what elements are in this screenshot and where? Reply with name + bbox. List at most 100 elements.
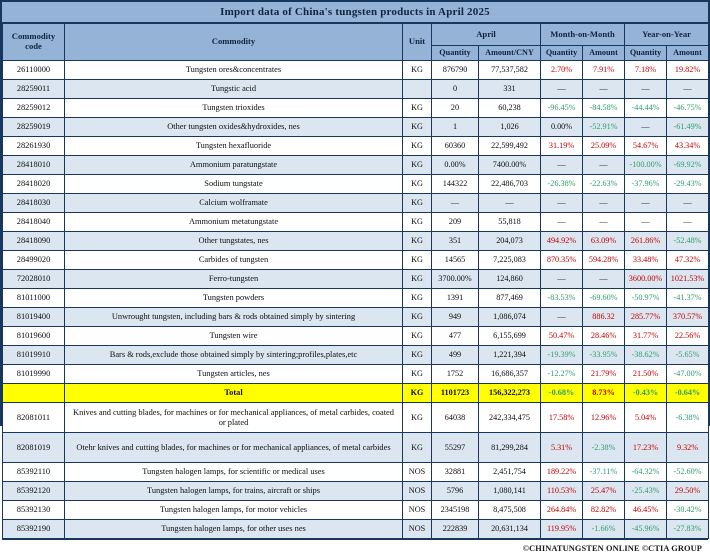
cell-commodity: Knives and cutting blades, for machines … <box>64 402 403 433</box>
cell-april-quantity: — <box>431 193 479 213</box>
table-row: 81019990 Tungsten articles, nes KG 1752 16,6… <box>2 364 710 384</box>
cell-commodity-code: 81011000 <box>2 288 65 308</box>
table-row: 28418010 Ammonium paratungstate KG 0.00% 740… <box>2 155 710 175</box>
cell-commodity-code: 28418090 <box>2 231 65 251</box>
cell-mom-quantity: 189.22% <box>540 462 584 482</box>
cell-unit: KG <box>402 269 432 289</box>
table-row: 85392130 Tungsten halogen lamps, for moto… <box>2 500 710 520</box>
cell-april-quantity: 14565 <box>431 250 479 270</box>
cell-mom-quantity: — <box>540 155 584 175</box>
cell-mom-quantity: 5.31% <box>540 432 584 463</box>
copyright-notice: ©CHINATUNGSTEN ONLINE ©CTIA GROUP <box>522 544 702 553</box>
cell-yoy-quantity: -64.32% <box>624 462 668 482</box>
cell-mom-amount: -1.66% <box>582 519 626 539</box>
col-mom-quantity: Quantity <box>540 45 584 61</box>
cell-commodity-code: 81019990 <box>2 364 65 384</box>
cell-mom-quantity: 264.84% <box>540 500 584 520</box>
cell-yoy-amount: -30.42% <box>666 500 710 520</box>
cell-commodity-code: 28259011 <box>2 79 65 99</box>
cell-commodity-code: 82081019 <box>2 432 65 463</box>
cell-commodity: Tungsten halogen lamps, for other uses n… <box>64 519 403 539</box>
cell-april-quantity: 209 <box>431 212 479 232</box>
cell-mom-quantity: -12.27% <box>540 364 584 384</box>
table-row: 81019910 Bars & rods,exclude those obtain… <box>2 345 710 365</box>
cell-mom-amount: -37.11% <box>582 462 626 482</box>
cell-yoy-quantity: -38.62% <box>624 345 668 365</box>
table-row: 28259012 Tungsten trioxides KG 20 60,238 -96.… <box>2 98 710 118</box>
cell-commodity: Tungsten powders <box>64 288 403 308</box>
cell-april-amount: 81,299,284 <box>477 432 542 463</box>
cell-commodity-code: 81019600 <box>2 326 65 346</box>
cell-unit: KG <box>402 117 432 137</box>
cell-commodity: Otehr knives and cutting blades, for mac… <box>64 432 403 463</box>
cell-april-quantity: 949 <box>431 307 479 327</box>
cell-april-quantity: 1101723 <box>431 383 479 403</box>
cell-commodity-code: 81019400 <box>2 307 65 327</box>
cell-april-quantity: 351 <box>431 231 479 251</box>
cell-commodity: Bars & rods,exclude those obtained simpl… <box>64 345 403 365</box>
table-row: 28259011 Tungstic acid 0 331— — — — <box>2 79 710 99</box>
cell-commodity: Other tungsten oxides&hydroxides, nes <box>64 117 403 137</box>
cell-mom-quantity: 31.19% <box>540 136 584 156</box>
cell-yoy-amount: 43.34% <box>666 136 710 156</box>
cell-yoy-quantity: -37.96% <box>624 174 668 194</box>
cell-yoy-quantity: 3600.00% <box>624 269 668 289</box>
cell-yoy-amount: -47.00% <box>666 364 710 384</box>
cell-mom-amount: — <box>582 212 626 232</box>
import-data-table: Commodity code Commodity Unit April Mont… <box>2 23 710 539</box>
cell-mom-amount: — <box>582 193 626 213</box>
cell-unit: KG <box>402 383 432 403</box>
cell-mom-amount: 28.46% <box>582 326 626 346</box>
cell-yoy-amount: -0.64% <box>666 383 710 403</box>
col-yoy-quantity: Quantity <box>624 45 668 61</box>
cell-april-amount: 242,334,475 <box>477 402 542 433</box>
cell-april-quantity: 876790 <box>431 60 479 80</box>
col-april-quantity: Quantity <box>431 45 479 61</box>
cell-mom-amount: — <box>582 269 626 289</box>
col-commodity: Commodity <box>64 23 403 61</box>
table-row: 28418020 Sodium tungstate KG 144322 22,486,7… <box>2 174 710 194</box>
cell-mom-amount: 594.28% <box>582 250 626 270</box>
cell-commodity: Tungsten hexafluoride <box>64 136 403 156</box>
cell-yoy-quantity: — <box>624 117 668 137</box>
cell-april-amount: 204,073 <box>477 231 542 251</box>
cell-yoy-amount: 47.32% <box>666 250 710 270</box>
cell-april-amount: 22,599,492 <box>477 136 542 156</box>
col-april-amount: Amount/CNY <box>477 45 542 61</box>
cell-yoy-quantity: -25.43% <box>624 481 668 501</box>
cell-commodity-code: 72028010 <box>2 269 65 289</box>
cell-yoy-quantity: 33.48% <box>624 250 668 270</box>
cell-mom-amount: 21.79% <box>582 364 626 384</box>
cell-unit: KG <box>402 402 432 433</box>
cell-unit: KG <box>402 60 432 80</box>
cell-yoy-amount: — <box>666 212 710 232</box>
cell-yoy-amount: -6.38% <box>666 402 710 433</box>
cell-unit: KG <box>402 174 432 194</box>
cell-commodity: Ammonium paratungstate <box>64 155 403 175</box>
cell-commodity: Tungsten trioxides <box>64 98 403 118</box>
cell-unit: KG <box>402 193 432 213</box>
cell-mom-quantity: 870.35% <box>540 250 584 270</box>
cell-yoy-amount: -52.48% <box>666 231 710 251</box>
cell-yoy-quantity: 46.45% <box>624 500 668 520</box>
col-yoy-amount: Amount <box>666 45 710 61</box>
cell-commodity-code: 85392120 <box>2 481 65 501</box>
cell-april-amount: 7,225,083 <box>477 250 542 270</box>
cell-unit: KG <box>402 307 432 327</box>
cell-unit: NOS <box>402 519 432 539</box>
cell-april-amount: 156,322,273 <box>477 383 542 403</box>
cell-april-quantity: 55297 <box>431 432 479 463</box>
col-mom-amount: Amount <box>582 45 626 61</box>
cell-mom-quantity: 0.00% <box>540 117 584 137</box>
table-row: 28418040 Ammonium metatungstate KG 209 55,81… <box>2 212 710 232</box>
col-unit: Unit <box>402 23 432 61</box>
table-row: 26110000 Tungsten ores&concentrates KG 8767… <box>2 60 710 80</box>
cell-yoy-amount: -5.65% <box>666 345 710 365</box>
cell-commodity-code: 26110000 <box>2 60 65 80</box>
cell-mom-quantity: — <box>540 307 584 327</box>
colgroup-year-on-year: Year-on-Year <box>624 23 710 46</box>
cell-commodity-code: 28499020 <box>2 250 65 270</box>
cell-commodity-code: 85392130 <box>2 500 65 520</box>
table-row: 81019600 Tungsten wire KG 477 6,155,699 50.47… <box>2 326 710 346</box>
cell-mom-quantity: — <box>540 79 584 99</box>
